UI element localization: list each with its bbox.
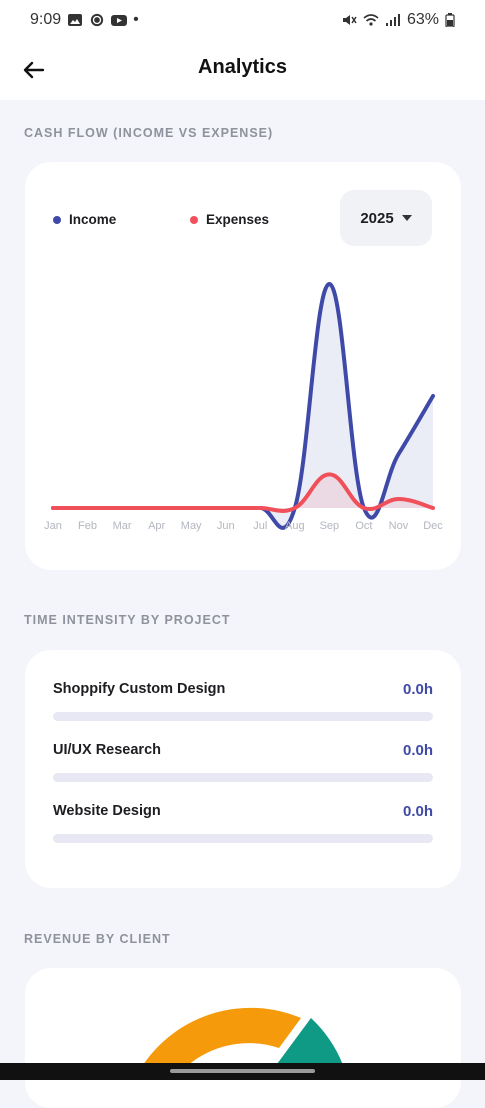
legend-expenses: Expenses [190,212,269,227]
youtube-icon [111,15,128,26]
series-line-income [51,281,435,530]
whatsapp-icon [91,13,104,27]
legend-expenses-label: Expenses [206,212,270,227]
x-tick-label: Jul [253,520,267,532]
x-tick-label: Sep [320,520,340,532]
x-tick-label: Oct [355,520,372,532]
project-hours: 0.0h [402,681,433,698]
revenue-donut-chart [143,1007,343,1076]
cash-flow-chart: Jan Feb Mar Apr May Jun Jul Aug Sep Oct Nov Dec [44,281,443,532]
x-tick-label: Apr [148,520,165,532]
x-tick-label: Nov [389,520,409,532]
revenue-card [25,968,461,1108]
battery-text: 63% [406,11,439,28]
mute-icon [342,15,357,25]
year-value: 2025 [360,209,394,227]
x-tick-label: Jan [44,520,62,532]
back-button[interactable] [18,54,50,86]
revenue-section-title: REVENUE BY CLIENT [24,932,171,946]
project-progress-track [53,773,433,782]
project-hours: 0.0h [402,803,433,820]
legend-income: Income [53,212,116,227]
time-intensity-card: Shoppify Custom Design 0.0h UI/UX Resear… [25,650,461,888]
expenses-legend-dot [190,215,198,224]
page-title: Analytics [198,56,287,78]
x-tick-label: Mar [113,520,132,532]
project-progress-track [53,712,433,721]
status-left: 9:09 • [30,11,139,29]
year-dropdown[interactable]: 2025 [340,190,432,246]
cash-flow-card: Income Expenses 2025 Jan Feb Mar Apr May Jun J… [25,162,461,570]
income-legend-dot [53,215,61,224]
arrow-left-icon [23,61,45,79]
legend-income-label: Income [69,212,117,227]
x-tick-label: Aug [285,520,305,532]
series-line-expenses [51,472,435,513]
wifi-icon [363,14,379,26]
x-tick-label: Feb [78,520,97,532]
status-right: 63% [341,11,455,29]
app-header: Analytics [0,40,485,100]
project-hours: 0.0h [402,742,433,759]
navigation-bar [0,1063,485,1080]
signal-icon [385,14,400,26]
gallery-icon [68,14,83,26]
project-name: Website Design [53,803,161,819]
series-area-expenses [53,474,433,511]
series-area-income [53,284,433,528]
status-time: 9:09 [30,11,62,28]
home-indicator-pill[interactable] [170,1069,315,1073]
project-name: Shoppify Custom Design [53,681,226,697]
x-tick-label: May [181,520,202,532]
time-intensity-section-title: TIME INTENSITY BY PROJECT [24,613,231,627]
donut-slice-orange [143,1007,301,1076]
x-tick-label: Jun [217,520,235,532]
caret-down-icon [401,215,412,221]
status-bar: 9:09 • 63% [0,0,485,40]
cash-flow-section-title: CASH FLOW (INCOME VS EXPENSE) [24,126,274,140]
project-name: UI/UX Research [53,742,161,758]
project-progress-track [53,834,433,843]
x-tick-label: Dec [423,520,443,532]
battery-icon [445,13,455,27]
status-dot: • [133,11,139,28]
donut-slice-teal [277,1018,343,1065]
